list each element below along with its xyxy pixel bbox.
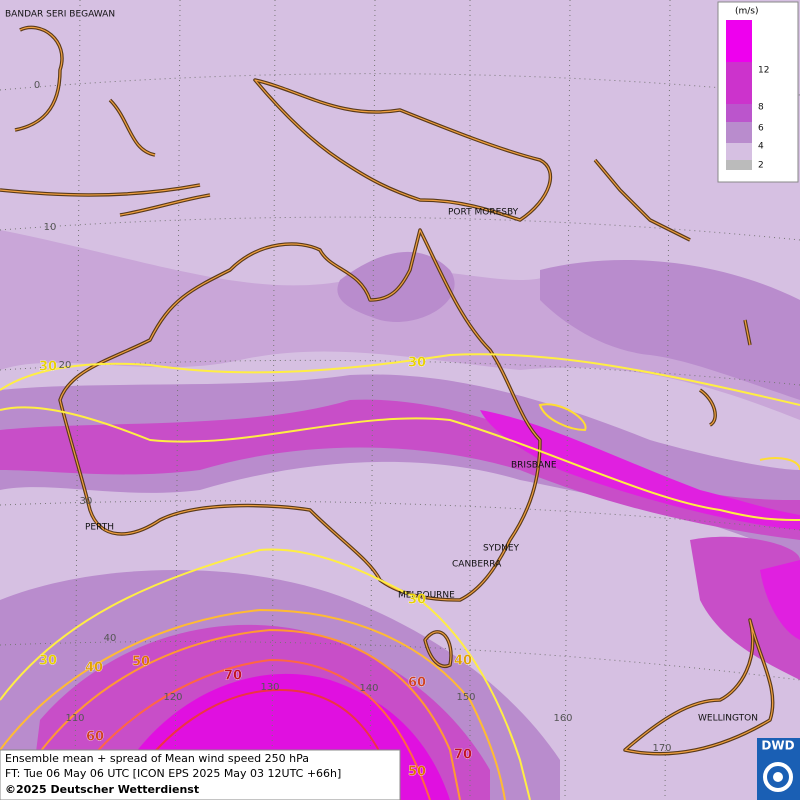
contour-label: 30 — [39, 360, 57, 375]
longitude-label: 170 — [652, 743, 671, 754]
longitude-label: 150 — [456, 692, 475, 703]
latitude-label: 0 — [34, 80, 40, 91]
latitude-label: 10 — [44, 222, 57, 233]
shade — [540, 260, 800, 400]
contour-label: 60 — [408, 676, 426, 691]
coastline — [0, 25, 775, 756]
city-label: BANDAR SERI BEGAWAN — [5, 10, 115, 20]
contour-label: 40 — [454, 654, 472, 669]
contour-label: 60 — [86, 730, 104, 745]
legend-swatch — [726, 20, 752, 62]
legend-tick-label: 8 — [758, 103, 764, 113]
legend-tick-label: 6 — [758, 124, 764, 134]
logo-swirl — [763, 762, 793, 792]
longitude-label: 130 — [260, 682, 279, 693]
latitude-label: 20 — [59, 360, 72, 371]
longitude-label: 140 — [359, 683, 378, 694]
shade — [480, 410, 800, 530]
city-label: CANBERRA — [452, 560, 502, 570]
contour-label: 30 — [39, 654, 57, 669]
footer-box — [0, 749, 401, 801]
footer-line: Ensemble mean + spread of Mean wind spee… — [5, 752, 309, 765]
contour-label: 50 — [132, 655, 150, 670]
contour-label: 40 — [85, 661, 103, 676]
longitude-label: 110 — [65, 713, 84, 724]
legend-unit: (m/s) — [735, 7, 759, 17]
shade — [0, 399, 800, 540]
shade — [337, 251, 455, 322]
legend: (m/s) — [717, 1, 799, 183]
contour-label: 30 — [408, 356, 426, 371]
legend-tick-label: 2 — [758, 161, 764, 171]
logo-swirl — [773, 772, 783, 782]
longitude-line — [74, 0, 671, 801]
latitude-label: 40 — [104, 633, 117, 644]
contour-label: 70 — [224, 669, 242, 684]
city-label: PORT MORESBY — [448, 208, 519, 218]
logo: DWD — [761, 739, 794, 753]
isotach — [0, 353, 800, 801]
shade — [0, 374, 800, 560]
legend-swatch — [726, 122, 752, 143]
city-label: SYDNEY — [483, 544, 520, 554]
shade — [760, 560, 800, 640]
footer-line: ©2025 Deutscher Wetterdienst — [5, 783, 199, 796]
longitude-label: 120 — [163, 692, 182, 703]
contour-label: 50 — [408, 765, 426, 780]
contour-label: 30 — [408, 593, 426, 608]
legend-swatch — [726, 143, 752, 160]
latitude-label: 30 — [80, 496, 93, 507]
legend-swatch — [726, 160, 752, 170]
city-label: PERTH — [85, 523, 114, 533]
legend-swatch — [726, 62, 752, 104]
city-label: BRISBANE — [511, 461, 557, 471]
legend-swatch — [726, 104, 752, 122]
contour-label: 70 — [454, 748, 472, 763]
city-label: WELLINGTON — [698, 714, 758, 724]
legend-tick-label: 12 — [758, 66, 769, 76]
legend-tick-label: 4 — [758, 142, 764, 152]
footer-line: FT: Tue 06 May 06 UTC [ICON EPS 2025 May… — [5, 767, 341, 780]
city-label: MELBOURNE — [398, 591, 455, 601]
longitude-label: 160 — [553, 713, 572, 724]
